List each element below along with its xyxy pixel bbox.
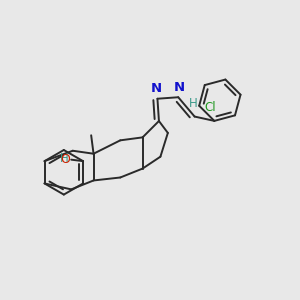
Text: O: O — [60, 153, 70, 166]
Text: N: N — [150, 82, 161, 95]
Text: H: H — [189, 97, 197, 110]
Text: H: H — [59, 152, 68, 165]
Text: N: N — [174, 81, 185, 94]
Text: Cl: Cl — [205, 101, 216, 114]
